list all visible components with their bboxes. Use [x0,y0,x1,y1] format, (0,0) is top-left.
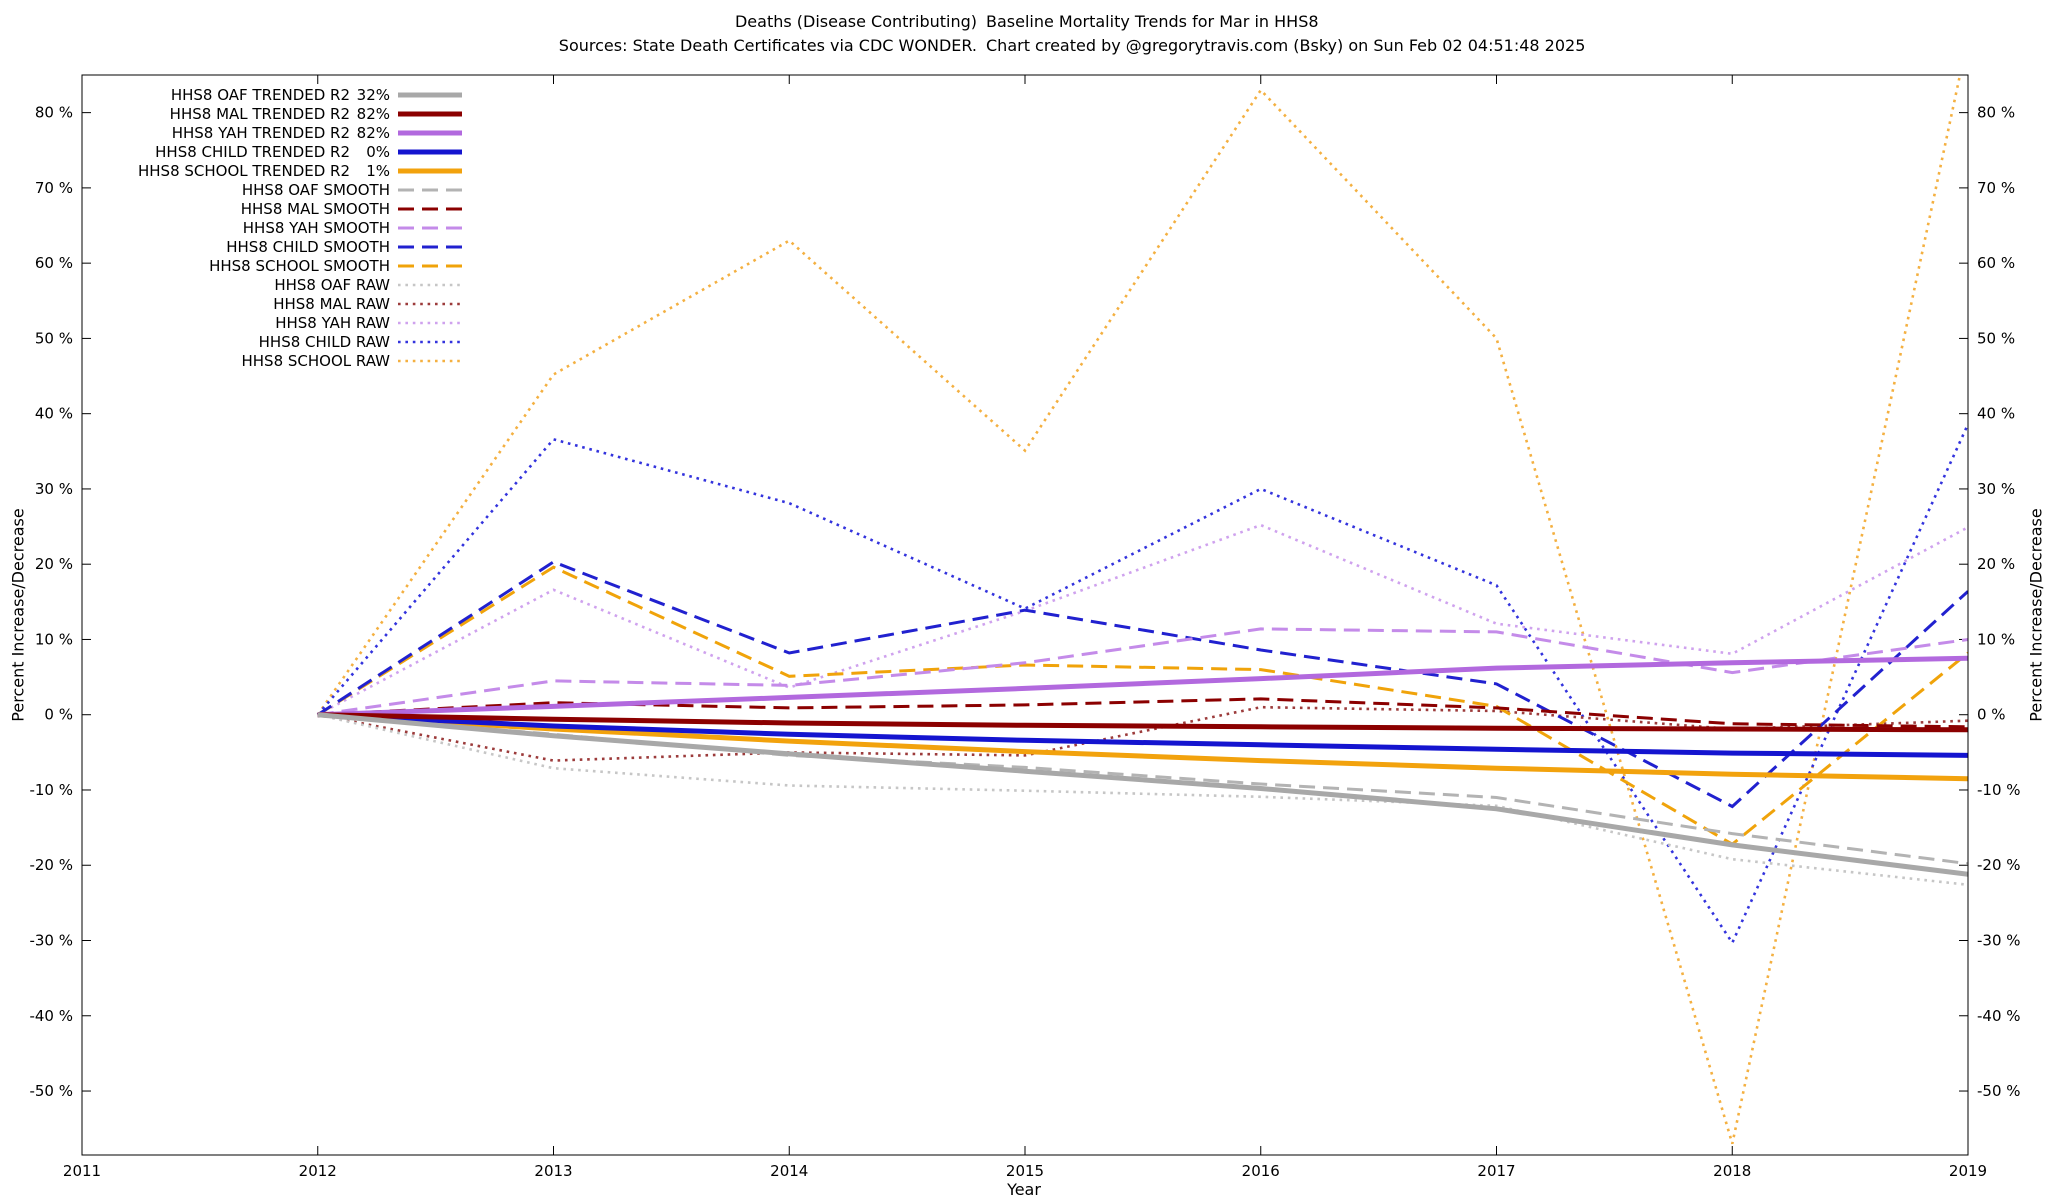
y-tick-label-right: 30 % [1977,480,2015,498]
y-tick-label-right: 80 % [1977,104,2015,122]
legend-label: HHS8 SCHOOL SMOOTH [209,257,390,275]
y-axis-label-left: Percent Increase/Decrease [8,508,28,722]
x-tick-label: 2016 [1242,1162,1280,1180]
x-tick-label: 2013 [534,1162,572,1180]
legend-label: HHS8 MAL RAW [273,295,390,313]
y-tick-label-left: -40 % [29,1007,73,1025]
y-tick-label-right: 0 % [1977,706,2006,724]
legend-r2-value: 82% [357,124,390,142]
y-tick-label-left: 10 % [35,630,73,648]
y-tick-label-left: 0 % [44,706,73,724]
series-line-hhs8-oaf-trended-r2 [317,712,1968,877]
x-tick-label: 2017 [1477,1162,1515,1180]
legend-label: HHS8 YAH TRENDED R2 [172,124,350,142]
y-tick-label-left: 50 % [35,329,73,347]
series-line-hhs8-child-smooth [316,560,1968,809]
legend-r2-value: 1% [366,162,390,180]
legend-label: HHS8 MAL TRENDED R2 [170,105,350,123]
y-tick-label-right: 70 % [1977,179,2015,197]
legend-r2-value: 32% [357,86,390,104]
series-line-hhs8-school-trended-r2 [317,712,1968,782]
legend-label: HHS8 SCHOOL RAW [242,352,391,370]
series-line-hhs8-child-raw [316,423,1968,946]
x-tick-label: 2012 [299,1162,337,1180]
y-tick-label-left: -10 % [29,781,73,799]
legend-label: HHS8 YAH SMOOTH [243,219,390,237]
series-line-hhs8-mal-trended-r2 [317,712,1968,733]
legend-label: HHS8 OAF TRENDED R2 [171,86,350,104]
y-tick-label-left: 40 % [35,405,73,423]
series-line-hhs8-child-trended-r2 [317,712,1968,758]
legend-label: HHS8 OAF SMOOTH [242,181,390,199]
chart-source-note: Sources: State Death Certificates via CD… [558,36,977,55]
y-tick-label-left: 20 % [35,555,73,573]
chart-titles: Deaths (Disease Contributing) Baseline M… [0,10,2048,58]
legend-r2-value: 0% [366,143,390,161]
y-tick-label-right: 60 % [1977,254,2015,272]
series-line-hhs8-yah-smooth [317,627,1968,717]
plot-border [81,74,1969,1156]
x-tick-label: 2019 [1949,1162,1987,1180]
series-line-hhs8-mal-smooth [317,697,1968,729]
title-row-2: Sources: State Death Certificates via CD… [0,34,2048,58]
title-row-1: Deaths (Disease Contributing) Baseline M… [0,10,2048,34]
y-tick-label-right: 10 % [1977,630,2015,648]
series-line-hhs8-school-smooth [317,565,1968,847]
y-tick-label-left: 60 % [35,254,73,272]
chart-title-right: Baseline Mortality Trends for Mar in HHS… [986,12,1319,31]
y-axis-label-right: Percent Increase/Decrease [2026,508,2046,722]
x-tick-label: 2011 [63,1162,101,1180]
y-tick-label-right: 50 % [1977,329,2015,347]
legend-label: HHS8 CHILD RAW [259,333,390,351]
x-tick-label: 2015 [1006,1162,1044,1180]
legend-label: HHS8 OAF RAW [274,276,390,294]
series-line-hhs8-mal-raw [317,705,1968,762]
y-tick-label-right: 20 % [1977,555,2015,573]
y-tick-label-right: -50 % [1977,1082,2021,1100]
legend-label: HHS8 CHILD SMOOTH [226,238,390,256]
legend-label: HHS8 SCHOOL TRENDED R2 [138,162,350,180]
y-tick-label-left: 80 % [35,104,73,122]
x-tick-label: 2014 [770,1162,808,1180]
y-tick-label-left: -50 % [29,1082,73,1100]
chart-title-left: Deaths (Disease Contributing) [734,12,977,31]
series-line-hhs8-school-raw [316,75,1962,1145]
y-tick-label-right: -10 % [1977,781,2021,799]
y-tick-label-left: 70 % [35,179,73,197]
y-tick-label-right: 40 % [1977,405,2015,423]
chart-credit-note: Chart created by @gregorytravis.com (Bsk… [986,36,1586,55]
legend-label: HHS8 CHILD TRENDED R2 [155,143,350,161]
y-tick-label-right: -40 % [1977,1007,2021,1025]
series-line-hhs8-yah-raw [317,523,1968,716]
legend-label: HHS8 YAH RAW [275,314,390,332]
series-line-hhs8-yah-trended-r2 [317,655,1968,718]
y-tick-label-left: -30 % [29,932,73,950]
x-tick-label: 2018 [1713,1162,1751,1180]
y-tick-label-left: 30 % [35,480,73,498]
x-axis-label: Year [1007,1180,1041,1199]
y-tick-label-right: -30 % [1977,932,2021,950]
y-tick-label-left: -20 % [29,856,73,874]
legend-r2-value: 82% [357,105,390,123]
y-tick-label-right: -20 % [1977,856,2021,874]
legend-label: HHS8 MAL SMOOTH [241,200,390,218]
